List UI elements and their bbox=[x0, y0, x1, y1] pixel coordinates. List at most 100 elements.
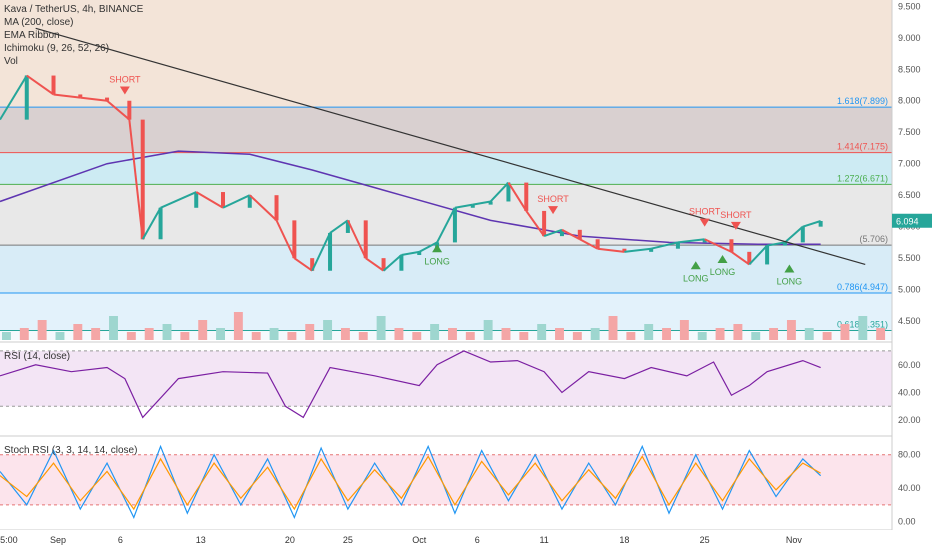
candle bbox=[310, 258, 315, 271]
long-marker bbox=[690, 261, 701, 270]
stoch-line bbox=[0, 455, 821, 511]
candle bbox=[381, 258, 386, 271]
short-label: SHORT bbox=[109, 74, 141, 84]
price-segment bbox=[275, 219, 296, 259]
short-label: SHORT bbox=[537, 194, 569, 204]
price-segment bbox=[579, 238, 599, 250]
price-segment bbox=[704, 238, 732, 253]
price-segment bbox=[311, 232, 331, 272]
volume-bar bbox=[126, 332, 136, 340]
main-legend: Kava / TetherUS, 4h, BINANCE MA (200, cl… bbox=[4, 3, 143, 68]
volume-bar bbox=[715, 328, 725, 340]
legend-ema-ribbon[interactable]: EMA Ribbon bbox=[4, 30, 60, 41]
stoch-label[interactable]: Stoch RSI (3, 3, 14, 14, close) bbox=[4, 445, 138, 456]
price-segment bbox=[543, 228, 563, 238]
price-segment bbox=[748, 244, 768, 266]
long-marker bbox=[717, 255, 728, 263]
candle bbox=[127, 100, 132, 120]
volume-bar bbox=[37, 320, 47, 340]
short-marker bbox=[119, 86, 130, 95]
price-segment bbox=[802, 220, 821, 228]
price-segment bbox=[365, 257, 385, 272]
y-tick-label: 6.500 bbox=[898, 190, 921, 200]
price-segment bbox=[677, 238, 705, 244]
rsi-label[interactable]: RSI (14, close) bbox=[4, 351, 71, 362]
volume-bar bbox=[804, 328, 814, 340]
candle bbox=[675, 242, 680, 249]
x-tick-label: 20 bbox=[285, 535, 295, 545]
stoch-legend: Stoch RSI (3, 3, 14, 14, close) bbox=[4, 444, 137, 457]
volume-bar bbox=[358, 332, 368, 340]
y-tick-label: 40.00 bbox=[898, 483, 921, 493]
x-tick-label: 25 bbox=[343, 535, 353, 545]
x-tick-label: 5:00 bbox=[0, 535, 18, 545]
y-tick-label: 20.00 bbox=[898, 415, 921, 425]
volume-bar bbox=[733, 324, 743, 340]
price-segment bbox=[222, 194, 251, 209]
y-tick-label: 60.00 bbox=[898, 360, 921, 370]
candle bbox=[24, 75, 29, 120]
candle bbox=[247, 195, 252, 208]
volume-bar bbox=[501, 328, 511, 340]
volume-bar bbox=[430, 324, 440, 340]
volume-bar bbox=[216, 328, 225, 340]
volume-bar bbox=[590, 328, 600, 340]
x-tick-label: Nov bbox=[786, 535, 803, 545]
fib-zone bbox=[0, 184, 892, 246]
price-segment bbox=[106, 99, 130, 121]
stoch-band bbox=[0, 454, 892, 505]
volume-bar bbox=[394, 328, 404, 340]
volume-bar bbox=[858, 316, 868, 340]
y-tick-label: 8.000 bbox=[898, 96, 921, 106]
volume-bar bbox=[483, 320, 493, 340]
candle bbox=[140, 119, 145, 240]
y-tick-label: 7.000 bbox=[898, 159, 921, 169]
candle bbox=[452, 207, 457, 243]
fib-label: 1.414(7.175) bbox=[837, 142, 888, 152]
x-tick-label: 11 bbox=[539, 535, 548, 545]
volume-bar bbox=[465, 332, 475, 340]
x-tick-label: 25 bbox=[700, 535, 710, 545]
candle bbox=[542, 210, 547, 237]
long-marker bbox=[784, 264, 795, 273]
candle bbox=[221, 192, 225, 208]
volume-bar bbox=[537, 324, 547, 340]
candle bbox=[194, 192, 199, 208]
legend-vol[interactable]: Vol bbox=[4, 56, 18, 67]
price-segment bbox=[382, 254, 403, 272]
price-segment bbox=[26, 74, 55, 96]
fib-zone bbox=[0, 152, 892, 185]
price-tag-label: 6.094 bbox=[896, 217, 919, 227]
short-marker bbox=[730, 221, 741, 230]
y-tick-label: 7.500 bbox=[898, 127, 921, 137]
legend-ma200[interactable]: MA (200, close) bbox=[4, 17, 74, 28]
long-label: LONG bbox=[424, 256, 450, 266]
long-label: LONG bbox=[683, 273, 709, 283]
candle bbox=[274, 195, 279, 221]
long-label: LONG bbox=[710, 267, 736, 277]
price-segment bbox=[507, 182, 528, 212]
volume-bar bbox=[662, 328, 671, 340]
volume-bar bbox=[769, 328, 779, 340]
price-segment bbox=[561, 228, 581, 241]
rsi-panel bbox=[0, 350, 892, 419]
stoch-line bbox=[0, 444, 822, 520]
volume-bar bbox=[786, 320, 796, 340]
volume-bar bbox=[644, 324, 654, 340]
y-tick-label: 9.000 bbox=[898, 33, 921, 43]
volume-bar bbox=[73, 324, 83, 340]
fib-zone bbox=[0, 245, 892, 293]
candle bbox=[729, 239, 734, 252]
candle bbox=[345, 220, 350, 233]
candle bbox=[488, 201, 493, 205]
fib-label: 0.786(4.947) bbox=[837, 282, 888, 292]
x-tick-label: Oct bbox=[412, 535, 427, 545]
legend-ichimoku[interactable]: Ichimoku (9, 26, 52, 26) bbox=[4, 43, 110, 54]
candle bbox=[577, 229, 582, 240]
chart-title: Kava / TetherUS, 4h, BINANCE bbox=[4, 4, 144, 15]
candle bbox=[158, 207, 163, 240]
price-segment bbox=[489, 181, 510, 203]
trendline bbox=[35, 27, 866, 266]
volume-bar bbox=[340, 328, 350, 340]
